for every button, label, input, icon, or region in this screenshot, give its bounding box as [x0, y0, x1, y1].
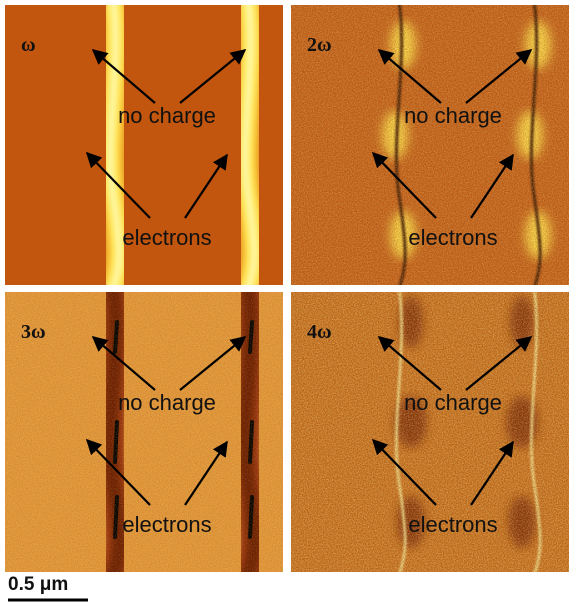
figure: ωno chargeelectrons2ωno chargeelectrons3… — [0, 0, 570, 608]
panel-image — [5, 287, 283, 582]
annotation: electrons — [408, 225, 497, 250]
panel-image — [291, 287, 569, 582]
panel: 2ω no charge electrons — [291, 0, 569, 295]
panel-image — [291, 0, 569, 295]
panel: 4ω no charge electrons — [291, 287, 569, 582]
annotation: electrons — [408, 512, 497, 537]
annotation: no charge — [118, 103, 216, 128]
scale-bar-label: 0.5 μm — [8, 574, 68, 595]
annotation: no charge — [404, 103, 502, 128]
annotation: electrons — [122, 225, 211, 250]
panel-label: 3ω — [21, 321, 46, 343]
panel: 3ω no charge electrons — [5, 287, 283, 582]
annotation: electrons — [122, 512, 211, 537]
panel-label: 4ω — [307, 321, 332, 343]
panel-label: ω — [21, 34, 36, 56]
panel: ω no charge electrons — [5, 0, 283, 295]
annotation: no charge — [118, 390, 216, 415]
panel-image — [5, 0, 283, 295]
annotation: no charge — [404, 390, 502, 415]
panel-label: 2ω — [307, 34, 332, 56]
